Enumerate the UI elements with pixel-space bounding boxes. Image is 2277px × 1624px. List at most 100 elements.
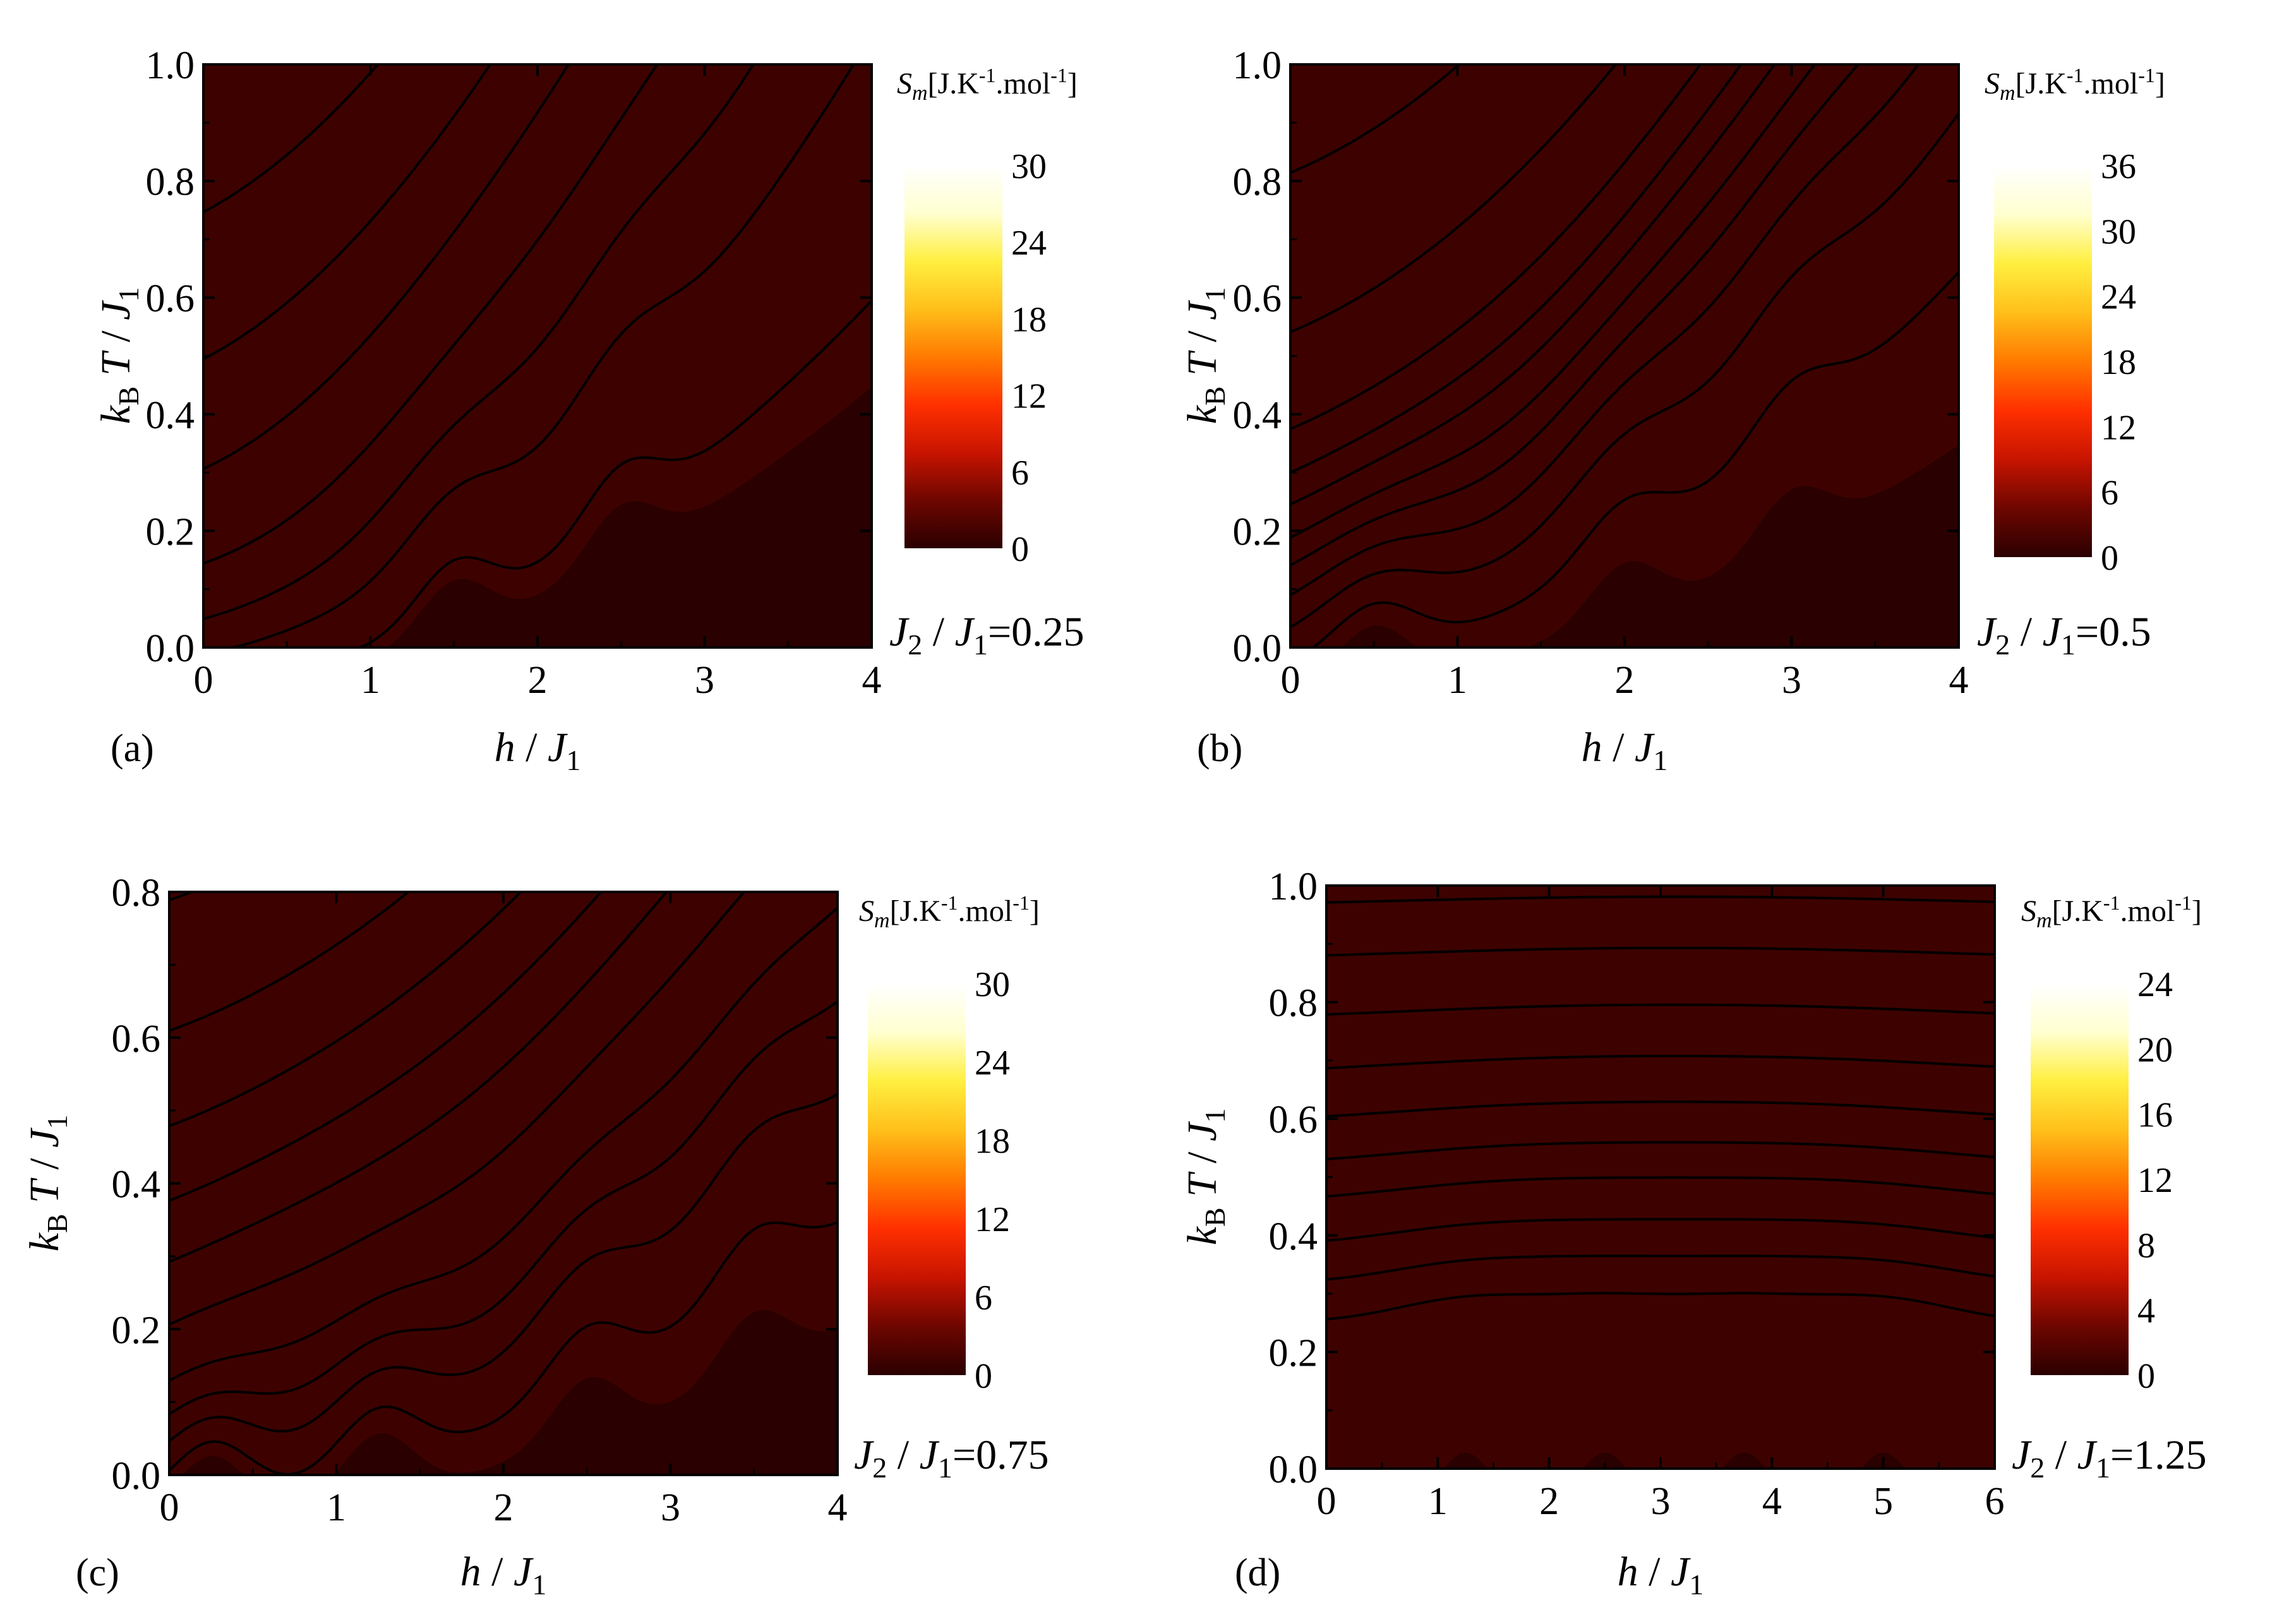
x-ticks-b: 0 1 2 3 4	[1281, 64, 1969, 702]
x-tick-label: 3	[661, 1486, 680, 1529]
y-tick-label: 0.0	[112, 1455, 161, 1498]
y-tick-label: 0.6	[1269, 1098, 1318, 1141]
colorbar-c	[868, 983, 966, 1375]
color-band	[1326, 802, 1995, 879]
colorbar-tick-label: 0	[2101, 539, 2118, 578]
colorbar-tick-label: 0	[975, 1357, 992, 1396]
colorbar-tick-label: 6	[2101, 474, 2118, 513]
contour-line	[1290, 64, 1776, 506]
y-tick-label: 0.6	[112, 1018, 161, 1061]
y-tick-label: 0.6	[1233, 277, 1282, 320]
contour-line	[1326, 1218, 1995, 1242]
y-tick-label: 0.8	[1269, 982, 1318, 1025]
x-tick-label: 2	[1615, 659, 1635, 702]
contour-line	[1290, 64, 1920, 596]
y-tick-label: 0.2	[112, 1309, 161, 1352]
color-band	[1290, 64, 1292, 65]
contour-line	[169, 1093, 838, 1442]
colorbar-tick-label: 30	[975, 965, 1010, 1004]
contour-line	[169, 892, 746, 1326]
x-axis-label-b: h / J1	[1582, 725, 1668, 776]
contour-line	[203, 64, 755, 620]
contour-line	[1326, 1100, 1995, 1118]
heatmap-c	[169, 892, 838, 1475]
contour-line	[1290, 64, 1702, 430]
contour-line	[1326, 1292, 1995, 1321]
y-tick-label: 0.8	[146, 161, 195, 204]
x-axis-label-d: h / J1	[1618, 1549, 1704, 1601]
contour-line	[1290, 64, 1618, 334]
contour-line	[1326, 1176, 1995, 1198]
panel-label-d: (d)	[1235, 1551, 1280, 1594]
y-tick-label: 0.0	[1269, 1448, 1318, 1491]
coupling-ratio-a: J2 / J1=0.25	[889, 609, 1084, 661]
colorbar-tick-label: 6	[975, 1278, 992, 1318]
x-tick-label: 6	[1985, 1480, 2005, 1523]
contour-line	[1326, 946, 1995, 957]
colorbar-tick-label: 12	[2101, 408, 2136, 447]
x-tick-label: 3	[1782, 659, 1801, 702]
colorbar-ticks-b: 0 6 12 18 24 30 36	[2101, 147, 2136, 578]
contour-line	[203, 64, 570, 471]
color-band	[203, 0, 872, 58]
colorbar-a	[904, 165, 1002, 548]
colorbar-title-c: Sm[J.K-1.mol-1]	[859, 891, 1040, 932]
colorbar-title-a: Sm[J.K-1.mol-1]	[897, 64, 1078, 105]
panel-label-a: (a)	[111, 727, 154, 770]
contour-line	[203, 64, 492, 361]
colorbar-title-d: Sm[J.K-1.mol-1]	[2021, 891, 2202, 932]
contour-line	[203, 64, 659, 565]
contour-line	[1326, 1003, 1995, 1016]
panel-label-c: (c)	[76, 1551, 119, 1594]
x-tick-label: 1	[361, 659, 380, 702]
coupling-ratio-d: J2 / J1=1.25	[2012, 1432, 2207, 1484]
color-band	[1290, 0, 1959, 58]
x-tick-label: 0	[1281, 659, 1301, 702]
contour-line	[203, 299, 872, 647]
y-tick-label: 0.4	[112, 1164, 161, 1206]
x-tick-label: 4	[862, 659, 882, 702]
x-tick-label: 1	[327, 1486, 346, 1529]
y-tick-label: 0.8	[112, 872, 161, 915]
y-tick-label: 0.8	[1233, 161, 1282, 204]
color-band	[203, 0, 872, 58]
colorbar-tick-label: 30	[2101, 212, 2136, 251]
x-tick-label: 4	[1762, 1480, 1782, 1523]
colorbar-tick-label: 18	[1011, 300, 1047, 339]
color-band	[1290, 0, 1959, 58]
y-tick-label: 0.6	[146, 277, 195, 320]
x-ticks-c: 0 1 2 3 4	[160, 892, 848, 1529]
y-tick-label: 0.2	[1233, 510, 1282, 553]
contour-line	[169, 892, 411, 1032]
x-tick-label: 1	[1428, 1480, 1448, 1523]
contour-line	[169, 892, 523, 1128]
colorbar-ticks-d: 0 4 8 12 16 20 24	[2137, 965, 2173, 1396]
x-tick-label: 0	[160, 1486, 179, 1529]
y-tick-label: 0.4	[1233, 394, 1282, 437]
colorbar-tick-label: 30	[1011, 147, 1047, 186]
x-tick-label: 4	[828, 1486, 848, 1529]
x-tick-label: 4	[1949, 659, 1969, 702]
color-band	[1326, 886, 1995, 1469]
contour-line	[1290, 64, 1462, 174]
y-axis-label-a: kB T / J1	[93, 287, 145, 424]
x-ticks-d: 0 1 2 3 4 5 6	[1317, 886, 2005, 1523]
colorbar-tick-label: 0	[1011, 530, 1029, 569]
color-band	[203, 0, 872, 60]
colorbar-tick-label: 24	[1011, 224, 1047, 263]
color-band	[1326, 675, 1995, 880]
color-band	[1290, 64, 1959, 647]
colorbar-tick-label: 24	[2137, 965, 2173, 1004]
color-band	[169, 892, 838, 1475]
heatmap-a	[203, 0, 872, 647]
x-tick-label: 2	[494, 1486, 514, 1529]
x-tick-label: 3	[1651, 1480, 1671, 1523]
colorbar-tick-label: 20	[2137, 1030, 2173, 1069]
colorbar-tick-label: 12	[2137, 1161, 2173, 1200]
color-band	[1290, 0, 1959, 58]
colorbar-d	[2031, 983, 2129, 1375]
y-tick-label: 0.4	[1269, 1215, 1318, 1258]
colorbar-tick-label: 24	[975, 1044, 1010, 1083]
